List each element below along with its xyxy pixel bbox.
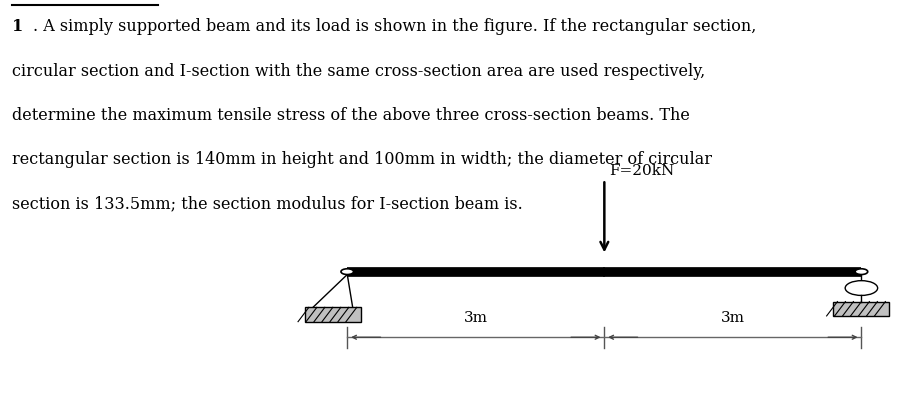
Text: determine the maximum tensile stress of the above three cross-section beams. The: determine the maximum tensile stress of …	[12, 107, 690, 124]
Bar	[833, 302, 889, 316]
Bar	[305, 308, 361, 322]
Circle shape	[341, 269, 354, 275]
Circle shape	[845, 281, 878, 296]
Text: . A simply supported beam and its load is shown in the figure. If the rectangula: . A simply supported beam and its load i…	[33, 18, 757, 35]
Text: 3m: 3m	[721, 310, 745, 324]
Text: circular section and I-section with the same cross-section area are used respect: circular section and I-section with the …	[12, 63, 705, 79]
Text: 1: 1	[12, 18, 23, 35]
Text: rectangular section is 140mm in height and 100mm in width; the diameter of circu: rectangular section is 140mm in height a…	[12, 151, 712, 168]
Text: section is 133.5mm; the section modulus for I-section beam is.: section is 133.5mm; the section modulus …	[12, 195, 522, 212]
Text: F=20kN: F=20kN	[609, 164, 674, 178]
Text: 3m: 3m	[464, 310, 488, 324]
Circle shape	[855, 269, 868, 275]
